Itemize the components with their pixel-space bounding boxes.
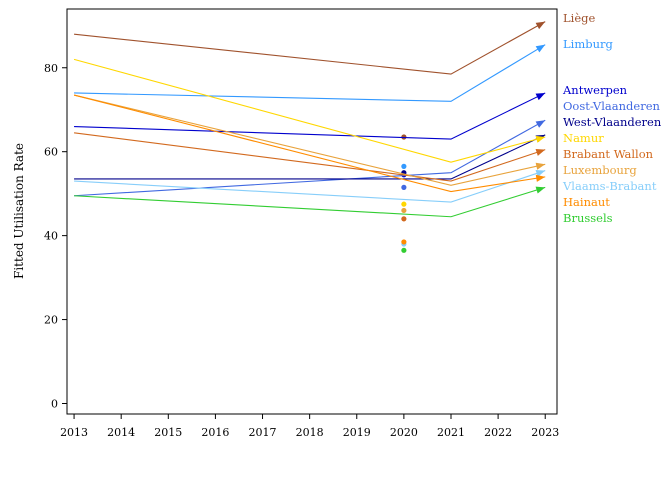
marker-2020-point [401,201,407,207]
x-tick-label: 2015 [154,426,182,439]
marker-2020-point [401,184,407,190]
series-line [74,44,546,102]
marker-2020-point [401,216,407,222]
legend-entry: Hainaut [563,195,610,209]
x-tick-label: 2018 [296,426,324,439]
legend-entry: Liège [563,11,595,25]
series-brabant-wallon [73,132,546,222]
series-arrowhead [535,120,546,128]
x-tick-label: 2023 [531,426,559,439]
series-li-ge [74,21,546,140]
legend-entry: Limburg [563,37,613,51]
legend-entry: Antwerpen [562,83,628,97]
series-luxembourg [73,94,546,214]
series-arrowhead [535,44,546,53]
x-tick-label: 2013 [60,426,88,439]
series-line [74,186,546,218]
series-line [73,132,546,182]
marker-2020-point [401,163,407,169]
x-tick-label: 2014 [107,426,135,439]
y-tick-label: 60 [44,146,58,159]
legend: Liège Limburg Antwerpen Oost-Vlaanderen West… [562,11,662,225]
marker-2020-point [401,239,407,245]
x-tick-label: 2020 [390,426,418,439]
legend-entry: Namur [563,131,604,145]
series-line [74,134,546,180]
series-namur [73,58,546,207]
series-line [73,94,546,193]
y-tick-label: 20 [44,314,58,327]
series-line [73,94,546,186]
series-line [74,92,546,140]
plot-frame [66,8,558,415]
series-oost-vlaanderen [74,119,546,197]
x-tick-label: 2022 [484,426,512,439]
series-arrowhead [535,149,546,156]
y-axis-title: Fitted Utilisation Rate [12,143,26,279]
x-tick-label: 2016 [201,426,229,439]
y-axis: 0 20 40 60 80 [44,62,67,411]
series-line [74,119,546,197]
series-arrowhead [535,135,546,143]
legend-entry: Oost-Vlaanderen [563,99,660,113]
series-antwerpen [74,92,546,178]
series-arrowhead [535,92,546,101]
y-tick-label: 40 [44,230,58,243]
series-line [74,21,546,75]
x-axis: 2013 2014 2015 2016 2017 2018 2019 2020 2021 2022… [60,414,559,439]
series-hainaut [73,94,546,245]
x-tick-label: 2021 [437,426,465,439]
series-arrowhead [535,170,546,177]
x-tick-label: 2019 [343,426,371,439]
y-tick-label: 0 [51,398,58,411]
x-tick-label: 2017 [249,426,277,439]
series-line [74,170,546,203]
series-arrowhead [535,162,546,170]
series-arrowhead [535,186,546,194]
legend-entry: Vlaams-Brabant [562,179,657,193]
marker-2020-point [401,247,407,253]
y-tick-label: 80 [44,62,58,75]
series-brussels [74,186,546,253]
legend-entry: Luxembourg [563,163,637,177]
legend-entry: West-Vlaanderen [563,115,662,129]
series-layer [73,21,546,253]
series-arrowhead [535,21,546,30]
legend-entry: Brabant Wallon [563,147,654,161]
series-arrowhead [535,174,546,182]
series-limburg [74,44,546,169]
legend-entry: Brussels [563,211,613,225]
series-line [73,58,546,163]
marker-2020-point [401,207,407,214]
